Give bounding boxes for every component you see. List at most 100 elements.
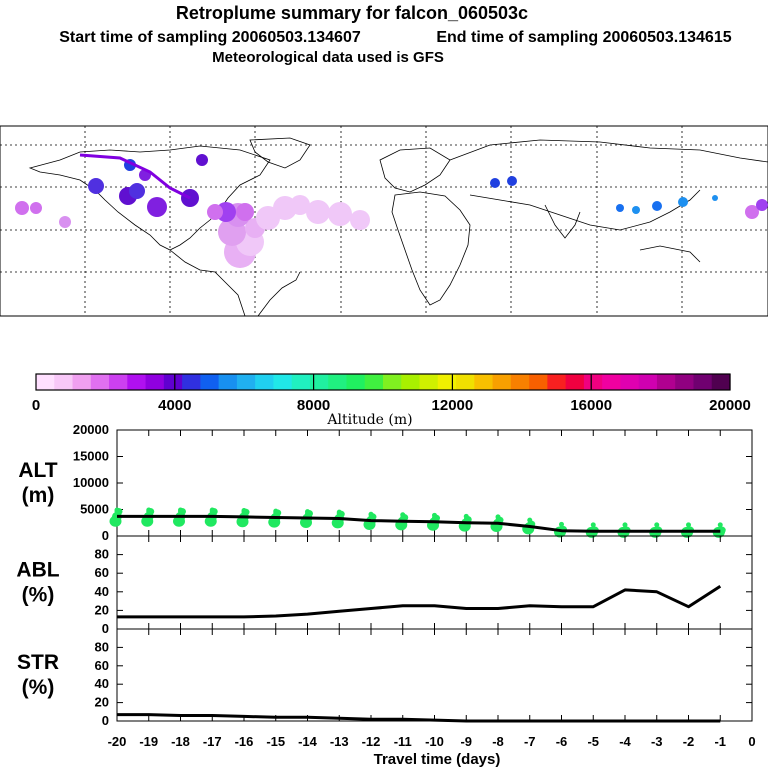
y-axis-label: STR [17, 651, 59, 674]
colorbar-cell [255, 374, 275, 390]
colorbar-cell [309, 374, 329, 390]
colorbar-cell [328, 374, 348, 390]
altitude-scatter-point [273, 508, 279, 514]
colorbar-cell [364, 374, 384, 390]
y-tick-label: 0 [102, 621, 109, 636]
colorbar-cell [200, 374, 220, 390]
x-tick-label: -4 [619, 734, 631, 749]
colorbar-cell [492, 374, 512, 390]
x-tick-label: -13 [330, 734, 349, 749]
colorbar-cell [583, 374, 603, 390]
x-tick-label: -2 [683, 734, 695, 749]
colorbar-tick-label: 16000 [570, 397, 612, 414]
plume-point [59, 216, 71, 228]
y-tick-label: 60 [95, 658, 109, 673]
x-tick-label: -6 [556, 734, 568, 749]
altitude-scatter-point [209, 507, 215, 513]
colorbar-cell [456, 374, 475, 390]
x-tick-label: -1 [714, 734, 726, 749]
altitude-colorbar: 0 4000 8000 12000 16000 20000 Altitude (m) [32, 373, 751, 428]
colorbar-cell [693, 374, 713, 390]
altitude-scatter-point [717, 522, 723, 528]
start-time-label: Start time of sampling 20060503.134607 [59, 29, 361, 46]
altitude-scatter-point [559, 521, 564, 527]
x-tick-label: -20 [108, 734, 127, 749]
colorbar-cell [675, 374, 695, 390]
colorbar-cell [602, 374, 622, 390]
plume-point [712, 195, 718, 201]
panel-frame [116, 628, 753, 722]
plume-point [652, 201, 662, 211]
plume-point [507, 176, 517, 186]
plume-point [616, 204, 624, 212]
colorbar-cell [182, 374, 201, 390]
y-tick-label: 40 [95, 676, 109, 691]
y-tick-label: 80 [95, 639, 109, 654]
y-tick-label: 5000 [80, 502, 109, 517]
plume-point [196, 154, 208, 166]
panel-alt: 0 5000 10000 15000 20000 ALT(m) [18, 422, 753, 543]
figure-title: Retroplume summary for falcon_060503c [176, 3, 528, 23]
x-tick-label: -17 [203, 734, 222, 749]
y-axis-label: ABL [16, 559, 59, 582]
altitude-scatter-point [654, 522, 660, 528]
x-tick-label: -7 [524, 734, 536, 749]
altitude-scatter-point [590, 522, 596, 528]
y-axis-unit: (m) [22, 484, 55, 507]
colorbar-cell [656, 374, 676, 390]
altitude-scatter-point [495, 514, 501, 520]
panel-frame [116, 535, 753, 630]
colorbar-cell [90, 374, 110, 390]
altitude-scatter-point [686, 522, 691, 528]
plume-point [306, 200, 330, 224]
y-tick-label: 20 [95, 695, 109, 710]
series-line-str [117, 713, 721, 723]
altitude-scatter-point [400, 512, 406, 518]
colorbar-cell [163, 374, 183, 390]
colorbar-cell [510, 374, 530, 390]
colorbar-tick-label: 20000 [709, 397, 751, 414]
x-tick-label: -10 [425, 734, 444, 749]
altitude-scatter-point [178, 507, 183, 513]
y-tick-label: 20 [95, 602, 109, 617]
x-tick-label: -16 [235, 734, 254, 749]
altitude-scatter-point [527, 517, 533, 523]
x-axis-label: Travel time (days) [374, 751, 501, 768]
y-axis-label: ALT [18, 459, 57, 482]
plume-point [745, 205, 759, 219]
plume-point [15, 201, 29, 215]
x-tick-label: -14 [298, 734, 318, 749]
colorbar-cell [474, 374, 494, 390]
colorbar-cell [273, 374, 293, 390]
altitude-scatter-point [305, 509, 310, 515]
y-tick-label: 10000 [73, 475, 109, 490]
colorbar-frame [35, 373, 731, 391]
met-data-label: Meteorological data used is GFS [212, 49, 444, 66]
altitude-scatter-point [146, 507, 152, 513]
colorbar-label: Altitude (m) [326, 412, 412, 428]
x-tick-label: -15 [266, 734, 285, 749]
colorbar-cell [291, 374, 311, 390]
plume-point [756, 199, 768, 211]
colorbar-cell [437, 374, 457, 390]
x-tick-label: -9 [460, 734, 472, 749]
colorbar-cell [620, 374, 640, 390]
plume-point [328, 202, 352, 226]
colorbar-tick-label: 0 [32, 397, 40, 414]
colorbar-cell [419, 374, 439, 390]
colorbar-cell [401, 374, 421, 390]
altitude-scatter-point [336, 509, 342, 515]
altitude-scatter-point [622, 522, 628, 528]
series-line-alt [117, 514, 721, 533]
series-line-abl [117, 584, 722, 619]
altitude-scatter-point [114, 507, 120, 513]
time-series-panels: 05000100001500020000ALT(m)020406080ABL(%… [16, 422, 753, 728]
plume-point [88, 178, 104, 194]
x-tick-label: -11 [394, 734, 412, 749]
x-tick-label: -19 [139, 734, 158, 749]
colorbar-cell [218, 374, 238, 390]
y-tick-label: 60 [95, 565, 109, 580]
y-tick-label: 20000 [73, 422, 109, 437]
x-tick-label: -5 [587, 734, 599, 749]
